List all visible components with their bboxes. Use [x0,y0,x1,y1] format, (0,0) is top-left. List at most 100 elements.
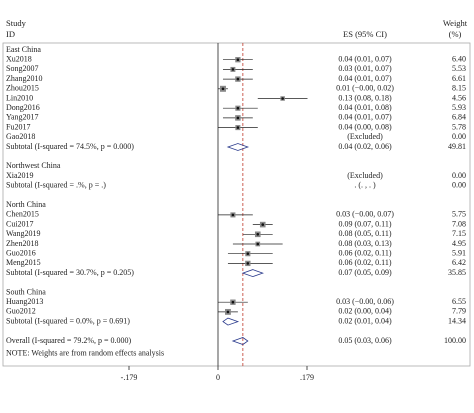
study-id: Wang2019 [6,229,40,238]
study-point [221,87,225,91]
study-id: Zhou2015 [6,84,39,93]
header-weight-unit: (%) [449,29,462,39]
weight: 49.81 [448,142,466,151]
es-ci: 0.05 (0.03, 0.06) [338,336,392,345]
study-id: Meng2015 [6,258,41,267]
study-id: Guo2016 [6,249,36,258]
es-ci: 0.06 (0.02, 0.11) [338,249,391,258]
frame [2,42,471,367]
es-ci: 0.04 (0.01, 0.07) [338,74,392,83]
es-ci: 0.09 (0.07, 0.11) [338,219,391,228]
study-id: Xu2018 [6,55,32,64]
pooled-diamond [222,317,240,326]
group-name: South China [6,287,46,296]
study-point [246,252,250,255]
weight: 0.00 [452,181,466,190]
weight: 35.85 [448,268,466,277]
es-ci: 0.04 (0.01, 0.07) [338,113,392,122]
es-ci: 0.13 (0.08, 0.18) [338,93,392,102]
study-point [236,106,240,110]
group-name: East China [6,45,41,54]
study-point [226,310,230,314]
study-point [256,233,260,236]
weight: 7.08 [452,219,466,228]
weight: 0.00 [452,171,466,180]
study-id: Song2007 [6,64,38,73]
weight: 7.15 [452,229,466,238]
weight: 0.00 [452,132,466,141]
study-point [236,116,240,120]
weight: 5.53 [452,64,466,73]
pooled-diamond [231,337,249,345]
study-id: Zhen2018 [6,239,38,248]
pooled-diamond [241,269,264,278]
study-id: Xia2019 [6,171,34,180]
study-point [231,300,235,304]
subtotal-label: Subtotal (I-squared = .%, p = .) [6,181,106,190]
es-ci: 0.04 (0.01, 0.08) [338,103,392,112]
es-ci: 0.01 (−0.00, 0.02) [336,84,394,93]
group-name: Northwest China [6,161,61,170]
subtotal-label: Subtotal (I-squared = 74.5%, p = 0.000) [6,142,134,151]
study-point [246,262,250,265]
study-id: Guo2012 [6,307,36,316]
es-ci: 0.03 (0.01, 0.07) [338,64,392,73]
es-ci: (Excluded) [347,132,383,141]
subtotal-label: Subtotal (I-squared = 0.0%, p = 0.691) [6,316,130,325]
es-ci: 0.04 (0.02, 0.06) [338,142,392,151]
study-id: Zhang2010 [6,74,42,83]
study-point [231,68,235,71]
study-id: Fu2017 [6,122,30,131]
weight: 5.93 [452,103,466,112]
es-ci: 0.08 (0.05, 0.11) [338,229,391,238]
group-name: North China [6,200,46,209]
weight: 4.56 [452,93,466,102]
study-id: Cui2017 [6,219,34,228]
study-point [236,126,240,129]
subtotal-label: Subtotal (I-squared = 30.7%, p = 0.205) [6,268,134,277]
es-ci: 0.07 (0.05, 0.09) [338,268,392,277]
es-ci: 0.06 (0.02, 0.11) [338,258,391,267]
weight: 5.75 [452,210,466,219]
weight: 6.84 [452,113,466,122]
study-point [256,242,260,246]
x-tick-label: 0 [216,373,220,382]
pooled-diamond [226,143,250,151]
es-ci: 0.03 (−0.00, 0.07) [336,210,394,219]
es-ci: 0.03 (−0.00, 0.06) [336,297,394,306]
note: NOTE: Weights are from random effects an… [6,349,164,358]
weight: 14.34 [448,316,466,325]
study-id: Yang2017 [6,113,39,122]
x-tick-label: -.179 [121,373,138,382]
header-weight: Weight [443,18,468,28]
weight: 6.40 [452,55,466,64]
study-point [261,223,265,226]
weight: 100.00 [444,336,466,345]
es-ci: . (. , . ) [354,181,376,190]
study-id: Gao2018 [6,132,35,141]
study-id: Lin2010 [6,93,33,102]
es-ci: 0.08 (0.03, 0.13) [338,239,392,248]
study-point [281,97,284,100]
weight: 8.15 [452,84,466,93]
study-id: Chen2015 [6,210,39,219]
study-id: Dong2016 [6,103,40,112]
study-point [236,58,240,61]
study-id: Huang2013 [6,297,43,306]
es-ci: 0.04 (0.01, 0.07) [338,55,392,64]
weight: 4.95 [452,239,466,248]
overall-label: Overall (I-squared = 79.2%, p = 0.000) [6,336,132,345]
weight: 6.55 [452,297,466,306]
weight: 5.91 [452,249,466,258]
weight: 7.79 [452,307,466,316]
es-ci: 0.04 (0.00, 0.08) [338,122,392,131]
header-study: Study [6,18,27,28]
weight: 6.61 [452,74,466,83]
weight: 6.42 [452,258,466,267]
study-point [236,77,240,81]
es-ci: (Excluded) [347,171,383,180]
es-ci: 0.02 (0.00, 0.04) [338,307,392,316]
x-tick-label: .179 [300,373,314,382]
es-ci: 0.02 (0.01, 0.04) [338,316,392,325]
